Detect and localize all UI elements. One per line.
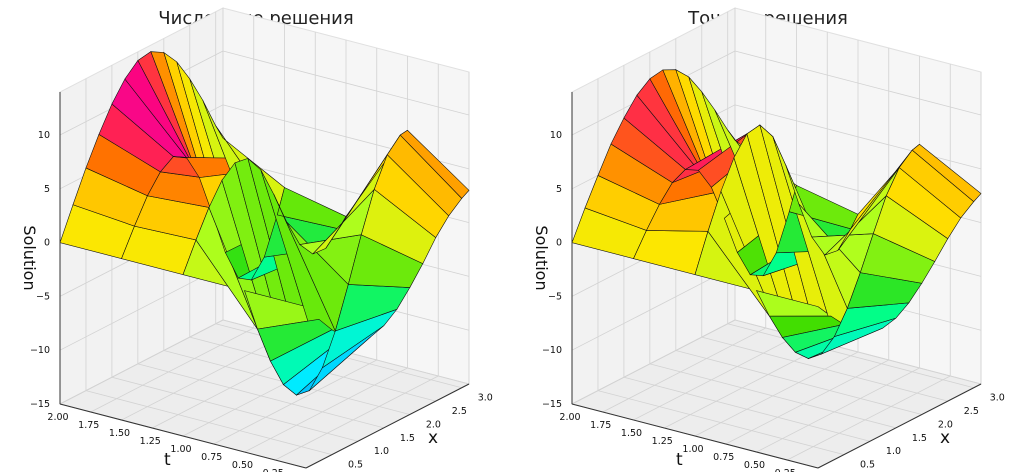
- t-tick-label: 1.75: [590, 420, 611, 431]
- left-surface-plot: 0.00.51.01.52.02.53.02.001.751.501.251.0…: [20, 7, 493, 472]
- t-tick-label: 2.00: [47, 412, 68, 423]
- t-axis-title: t: [676, 450, 683, 470]
- grid-line: [275, 375, 439, 461]
- z-axis-title: Solution: [532, 225, 551, 290]
- x-tick-label: 0.5: [860, 460, 875, 471]
- grid-line: [664, 343, 828, 429]
- x-tick-label: 1.0: [886, 446, 901, 457]
- t-axis-line: [571, 403, 819, 469]
- grid-line: [90, 327, 254, 413]
- t-tick-label: 0.25: [263, 468, 284, 472]
- t-tick-label: 1.75: [78, 420, 99, 431]
- t-axis-title: t: [164, 450, 171, 470]
- t-tick-label: 1.50: [621, 428, 642, 439]
- surface-facet: [911, 143, 982, 203]
- z-tick-label: 0: [44, 238, 50, 249]
- axis-lines: [571, 92, 982, 469]
- t-tick-label: 0.75: [713, 452, 734, 463]
- x-tick-label: 0.5: [348, 460, 363, 471]
- grid-line: [222, 50, 470, 116]
- t-tick-label: 1.25: [140, 436, 161, 447]
- grid-line: [121, 335, 285, 421]
- axis-lines: [59, 92, 470, 469]
- right-surface-plot: 0.00.51.01.52.02.53.02.001.751.501.251.0…: [532, 7, 1005, 472]
- grid-line: [571, 265, 736, 351]
- grid-line: [633, 335, 797, 421]
- surface: [59, 51, 470, 396]
- z-tick-label: −10: [30, 345, 50, 356]
- x-tick-label: 1.0: [374, 446, 389, 457]
- grid-line: [725, 359, 889, 445]
- z-tick-label: −5: [548, 291, 562, 302]
- x-tick-label: 2.0: [426, 419, 441, 430]
- t-tick-label: 0.50: [744, 460, 765, 471]
- t-tick-label: 1.00: [170, 444, 191, 455]
- grid-line: [59, 265, 224, 351]
- grid-line: [756, 367, 920, 453]
- x-tick-label: 2.0: [938, 419, 953, 430]
- z-tick-label: 10: [38, 130, 50, 141]
- grid-line: [59, 319, 224, 405]
- grid-line: [787, 375, 951, 461]
- t-tick-label: 1.25: [652, 436, 673, 447]
- x-axis-title: x: [428, 428, 438, 448]
- right-chart-panel: Точные решения 0.00.51.01.52.02.53.02.00…: [512, 0, 1024, 472]
- t-tick-label: 1.00: [682, 444, 703, 455]
- x-tick-label: 2.5: [964, 406, 979, 417]
- grid-line: [213, 359, 377, 445]
- t-tick-label: 0.75: [201, 452, 222, 463]
- surface-facet: [399, 129, 470, 199]
- x-tick-label: 3.0: [990, 393, 1005, 404]
- z-tick-label: 5: [44, 184, 50, 195]
- grid-line: [734, 50, 982, 116]
- x-tick-label: 3.0: [478, 393, 493, 404]
- t-axis-line: [59, 403, 307, 469]
- tick-labels: 0.00.51.01.52.02.53.02.001.751.501.251.0…: [30, 130, 493, 472]
- x-tick-label: 2.5: [452, 406, 467, 417]
- z-tick-label: −10: [542, 345, 562, 356]
- t-tick-label: 0.25: [775, 468, 796, 472]
- surface: [571, 69, 982, 360]
- x-axis-title: x: [940, 428, 950, 448]
- z-tick-label: 5: [556, 184, 562, 195]
- z-tick-label: 10: [550, 130, 562, 141]
- z-tick-label: −15: [30, 399, 50, 410]
- z-tick-label: 0: [556, 238, 562, 249]
- grid-line: [244, 367, 408, 453]
- grid-line: [571, 319, 736, 405]
- t-tick-label: 2.00: [559, 412, 580, 423]
- left-chart-panel: Численные решения 0.00.51.01.52.02.53.02…: [20, 7, 493, 472]
- x-tick-label: 1.5: [400, 433, 415, 444]
- z-tick-label: −15: [542, 399, 562, 410]
- z-axis-title: Solution: [20, 225, 39, 290]
- z-tick-label: −5: [36, 291, 50, 302]
- grid-line: [734, 319, 982, 385]
- t-tick-label: 0.50: [232, 460, 253, 471]
- tick-labels: 0.00.51.01.52.02.53.02.001.751.501.251.0…: [542, 130, 1005, 472]
- grid-line: [734, 104, 982, 170]
- x-axis-line: [305, 383, 470, 469]
- grid-line: [602, 327, 766, 413]
- grid-line: [694, 351, 859, 437]
- x-axis-line: [817, 383, 982, 469]
- x-tick-label: 1.5: [912, 433, 927, 444]
- t-tick-label: 1.50: [109, 428, 130, 439]
